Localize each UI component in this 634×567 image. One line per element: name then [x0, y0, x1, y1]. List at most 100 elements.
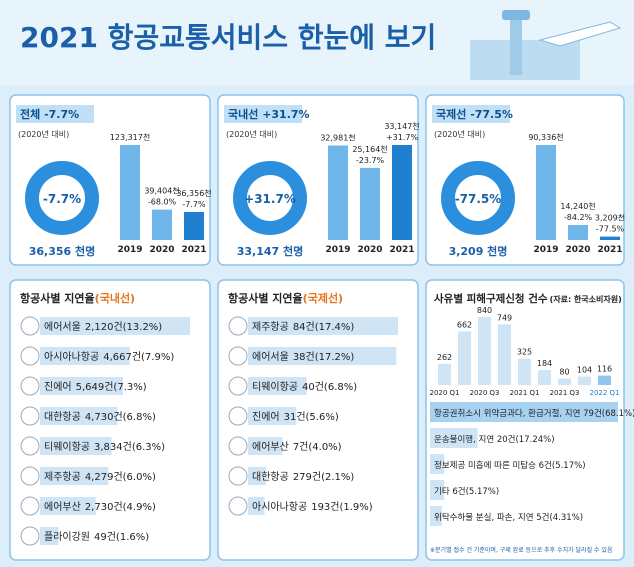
value-label: 325: [517, 348, 532, 357]
item-label: 아시아나항공 4,667건(7.9%): [44, 351, 174, 363]
change-label: +31.7%: [386, 133, 419, 142]
reason-bar: [430, 428, 478, 448]
title-box: [224, 105, 302, 123]
donut: [25, 161, 99, 235]
reason-label: 운송불이행, 지연 20건(17.24%): [434, 434, 555, 445]
bar: [40, 437, 112, 455]
airline-icon: [228, 406, 248, 426]
airline-icon: [20, 346, 40, 366]
reason-bar: [430, 506, 442, 526]
panel-subtitle: (2020년 대비): [18, 129, 69, 139]
value-label: 4,667건(7.9%): [103, 351, 174, 363]
x-tick-label: 2021: [597, 245, 622, 255]
airline-name: 대한항공: [252, 471, 289, 483]
total-label: 33,147 천명: [237, 244, 304, 258]
bar: [40, 317, 190, 335]
item-label: 진에어 5,649건(7.3%): [44, 381, 147, 393]
airline-name: 티웨이항공: [44, 441, 90, 453]
bar: [458, 331, 471, 385]
value-label: 184: [537, 359, 552, 368]
airline-name: 제주항공: [252, 321, 289, 333]
donut-label: -77.5%: [455, 192, 502, 206]
value-label: 84건(17.4%): [293, 321, 355, 333]
value-label: 4,730건(6.8%): [85, 411, 156, 423]
panel-subtitle: (2020년 대비): [434, 129, 485, 139]
title-box: [432, 105, 510, 123]
x-tick-label: 2020 Q3: [469, 389, 499, 397]
airline-icon: [20, 496, 40, 516]
bar: [248, 407, 297, 425]
value-label: 39,404천: [144, 186, 179, 196]
bar: [438, 363, 451, 385]
airline-icon: [20, 316, 40, 336]
value-label: 116: [597, 365, 612, 374]
bar: [538, 370, 551, 385]
change-label: -23.7%: [356, 156, 385, 165]
header-decoration: [470, 10, 622, 80]
title-note: (자료: 한국소비자원): [550, 294, 622, 304]
value-label: 33,147천: [384, 121, 419, 131]
value-label: 104: [577, 366, 592, 375]
value-label: 4,279건(6.0%): [85, 471, 156, 483]
value-label: 25,164천: [352, 144, 387, 154]
bar: [248, 497, 265, 515]
x-tick-label: 2020: [565, 245, 590, 255]
airline-name: 에어서울: [44, 321, 81, 333]
item-label: 대한항공 279건(2.1%): [252, 471, 354, 483]
value-label: 279건(2.1%): [293, 471, 355, 483]
item-label: 에어부산 2,730건(4.9%): [44, 501, 156, 513]
x-tick-label: 2021 Q3: [549, 389, 579, 397]
airline-name: 아시아나항공: [44, 351, 99, 363]
bar: [568, 225, 588, 240]
value-label: 3,834건(6.3%): [94, 441, 165, 453]
item-label: 에어서울 38건(17.2%): [252, 351, 354, 363]
panel-subtitle: (2020년 대비): [226, 129, 277, 139]
airline-name: 티웨이항공: [252, 381, 298, 393]
bar: [40, 497, 96, 515]
x-tick-label: 2019: [533, 245, 558, 255]
airline-icon: [20, 406, 40, 426]
bar: [392, 145, 412, 240]
bar: [248, 317, 398, 335]
reason-bar: [430, 480, 445, 500]
reason-bar: [430, 454, 445, 474]
title-note: (국내선): [95, 291, 135, 305]
reason-label: 항공권취소시 위약금과다, 환급거절, 지연 79건(68.1%): [434, 408, 634, 419]
bar: [498, 324, 511, 385]
airline-icon: [228, 376, 248, 396]
x-tick-label: 2021: [389, 245, 414, 255]
value-label: 31건(5.6%): [284, 411, 339, 423]
page-title: 2021 항공교통서비스 한눈에 보기: [20, 21, 436, 54]
bar: [600, 236, 620, 240]
value-label: 262: [437, 353, 452, 362]
bar: [248, 437, 283, 455]
change-label: -84.2%: [564, 213, 593, 222]
airline-icon: [228, 346, 248, 366]
x-tick-label: 2019: [117, 245, 142, 255]
total-label: 3,209 천명: [449, 244, 508, 258]
item-label: 아시아나항공 193건(1.9%): [252, 501, 373, 513]
value-label: 36,356천: [176, 188, 211, 198]
value-label: 90,336천: [528, 132, 563, 142]
x-tick-label: 2021 Q1: [509, 389, 539, 397]
x-tick-label: 2022 Q1: [589, 389, 619, 397]
reason-label: 기타 6건(5.17%): [434, 486, 499, 497]
item-label: 에어부산 7건(4.0%): [252, 441, 342, 453]
donut: [441, 161, 515, 235]
title-main: 사유별 피해구제신청 건수: [434, 292, 548, 305]
panel-title: 국제선 -77.5%: [436, 107, 513, 121]
value-label: 193건(1.9%): [311, 501, 373, 513]
value-label: 38건(17.2%): [293, 351, 355, 363]
reason-label: 위탁수하물 분실, 파손, 지연 5건(4.31%): [434, 512, 583, 523]
donut: [233, 161, 307, 235]
title-box: [16, 105, 94, 123]
item-label: 대한항공 4,730건(6.8%): [44, 411, 156, 423]
value-label: 40건(6.8%): [302, 381, 357, 393]
panel-title: 항공사별 지연율(국내선): [20, 291, 135, 305]
donut-label: +31.7%: [244, 192, 296, 206]
airline-name: 진에어: [44, 381, 72, 393]
x-tick-label: 2020: [149, 245, 174, 255]
item-label: 플라이강원 49건(1.6%): [44, 531, 149, 543]
bar: [40, 347, 130, 365]
airline-name: 대한항공: [44, 411, 81, 423]
